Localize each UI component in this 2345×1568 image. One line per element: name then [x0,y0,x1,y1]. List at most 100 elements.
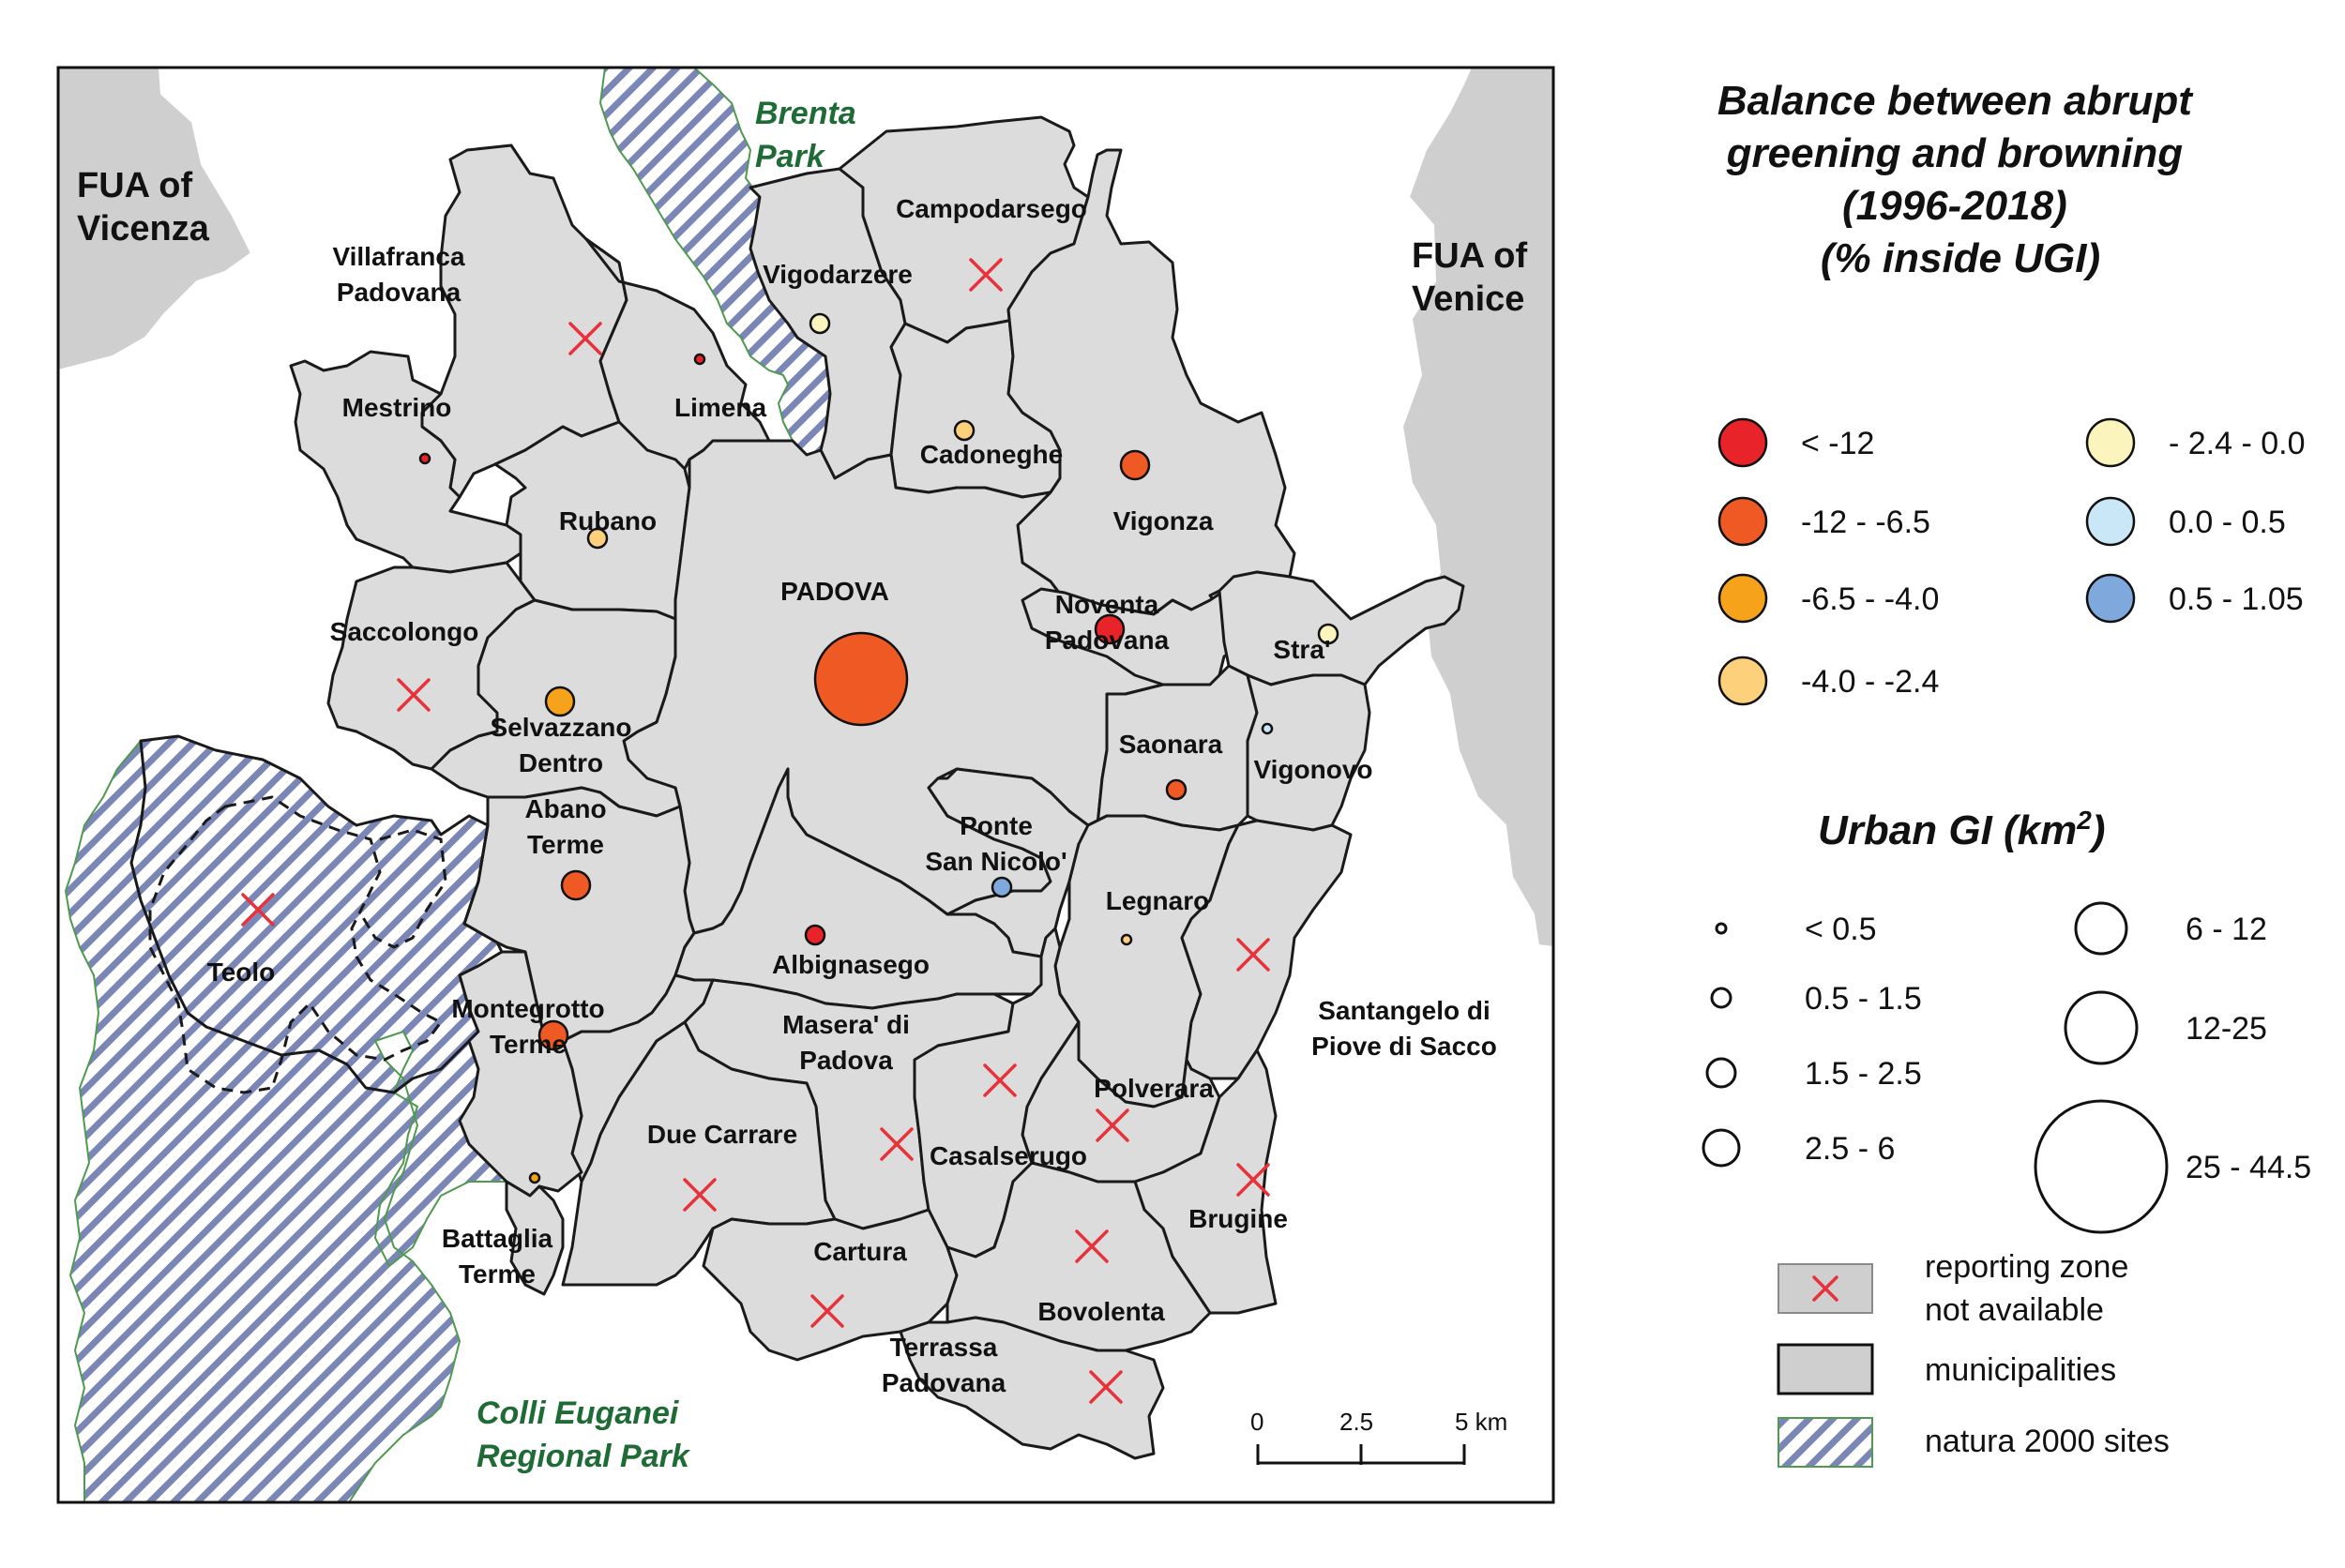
balance-point-mestrino[interactable] [418,452,431,465]
not-available-markers-layer [241,258,1270,1404]
gi-legend-circle-5 [2064,990,2139,1065]
gi-legend-circle-0 [1715,922,1728,935]
fua-vicenza-area [58,68,253,372]
label-limena: Limena [674,393,766,422]
balance-point-vigonza[interactable] [1119,449,1151,481]
balance-point-vigodarzere[interactable] [809,312,831,335]
balance-point-montegrotto-terme[interactable] [537,1019,569,1051]
balance-point-vigonovo[interactable] [1261,722,1274,735]
balance-point-padova[interactable] [813,631,909,727]
na-marker-cartura [810,1294,844,1328]
label-vigonza: Vigonza [1113,506,1214,535]
fua-vicenza-label: FUA of Vicenza [77,166,210,249]
legend-municipality-label: municipalities [1925,1352,2116,1388]
balance-point-ponte-san-nicolo[interactable] [991,876,1013,898]
scale-bar: 0 2.5 5 km [1250,1408,1507,1465]
label-albignasego: Albignasego [772,950,930,979]
gi-legend-label-3: 2.5 - 6 [1805,1131,1895,1167]
label-saccolongo: Saccolongo [330,617,479,646]
label-masera: Masera' di Padova [782,1010,910,1075]
label-santangelo: Santangelo di Piove di Sacco [1311,996,1497,1061]
muni-vigonovo[interactable] [1246,673,1371,832]
label-saonara: Saonara [1119,730,1223,759]
balance-legend-swatch-0 [1717,417,1768,468]
label-noventa: Noventa Padovana [1045,590,1170,655]
balance-point-rubano[interactable] [586,527,609,550]
na-marker-santangelo-di-piove-di-sacco [1236,938,1270,972]
balance-point-selvazzano-dentro[interactable] [544,686,576,717]
label-campodarsego: Campodarsego [896,194,1087,223]
balance-point-albignasego[interactable] [804,924,826,946]
balance-legend-label-4: - 2.4 - 0.0 [2169,426,2306,461]
na-marker-teolo [241,893,275,927]
balance-point-cadoneghe[interactable] [953,419,976,442]
gi-legend-label-5: 12-25 [2186,1011,2267,1047]
municipalities-layer [129,115,1465,1460]
teolo-dashed-boundary-2 [359,828,447,949]
brenta-park-label: Brenta Park [755,96,856,174]
na-marker-terrassa-padovana [1089,1370,1123,1404]
balance-legend-swatch-5 [2085,496,2136,547]
gi-legend-label-2: 1.5 - 2.5 [1805,1056,1922,1092]
label-cartura: Cartura [813,1237,907,1266]
label-vigodarzere: Vigodarzere [763,260,913,289]
na-marker-campodarsego [969,258,1003,292]
municipality-labels-layer: Villafranca Padovana Mestrino Limena Vigodar… [207,194,1497,1397]
scale-label-2-5: 2.5 [1339,1408,1373,1436]
legend-na-x-icon [1812,1275,1838,1302]
balance-legend-item-1: -12 - -6.5 [1717,496,1930,547]
gi-legend-circle-4 [2074,901,2128,956]
na-marker-brugine [1236,1163,1270,1197]
na-marker-bovolenta [1075,1229,1109,1263]
balance-legend-label-6: 0.5 - 1.05 [2169,581,2304,617]
balance-point-limena[interactable] [693,353,706,366]
balance-legend-swatch-2 [1717,573,1768,624]
gi-legend-circle-6 [2034,1099,2169,1234]
muni-battaglia[interactable] [505,1180,565,1296]
na-marker-casalserugo [880,1127,914,1161]
gi-legend-circle-3 [1702,1128,1741,1168]
balance-point-stra[interactable] [1317,623,1339,645]
balance-legend-item-4: - 2.4 - 0.0 [2085,417,2306,468]
gi-legend-label-4: 6 - 12 [2186,912,2267,947]
muni-mestrino[interactable] [289,350,522,574]
balance-point-saonara[interactable] [1165,778,1188,801]
gi-legend-circle-2 [1705,1057,1737,1089]
balance-legend-swatch-4 [2085,417,2136,468]
label-stra: Stra' [1273,635,1330,664]
label-bovolenta: Bovolenta [1037,1297,1165,1326]
symbol-legend: reporting zone not available municipaliti… [1777,1249,2170,1468]
gi-legend-label-6: 25 - 44.5 [2186,1150,2311,1185]
map-area: Villafranca Padovana Mestrino Limena Vigodar… [58,68,1553,1502]
balance-legend-item-3: -4.0 - -2.4 [1717,656,1939,706]
label-ponte: Ponte San Nicolo' [925,811,1067,876]
label-teolo: Teolo [207,957,276,987]
muni-saonara[interactable] [1086,664,1259,832]
balance-legend-item-5: 0.0 - 0.5 [2085,496,2286,547]
balance-legend-item-6: 0.5 - 1.05 [2085,573,2304,624]
label-abano: Abano Terme [524,794,606,859]
label-vigonovo: Vigonovo [1253,755,1372,784]
fua-venice-area [1400,68,1553,949]
scale-label-0: 0 [1250,1408,1263,1436]
balance-point-noventa-padovana[interactable] [1094,613,1126,645]
balance-point-battaglia-terme[interactable] [528,1171,541,1184]
gi-legend-title: Urban GI (km2) [1818,806,2106,853]
balance-point-legnaro[interactable] [1120,933,1133,946]
label-polverara: Polverara [1094,1074,1214,1103]
na-marker-masera-di-padova [983,1063,1017,1097]
balance-point-abano-terme[interactable] [560,869,592,901]
legend-natura-swatch [1778,1417,1873,1468]
label-selvazzano: Selvazzano Dentro [491,713,632,777]
label-mestrino: Mestrino [342,393,452,422]
map-frame [56,66,1555,1504]
muni-cartura[interactable] [702,1208,959,1362]
balance-legend-label-1: -12 - -6.5 [1801,505,1930,540]
na-marker-saccolongo [397,678,431,712]
muni-terrassa[interactable] [899,1316,1165,1460]
label-terrassa: Terrassa Padovana [882,1333,1006,1397]
na-marker-polverara [1096,1108,1129,1142]
balance-legend-title: Balance between abrupt greening and brow… [1717,78,2203,281]
balance-legend-swatch-3 [1717,656,1768,706]
muni-montegrotto-west[interactable] [458,950,583,1198]
